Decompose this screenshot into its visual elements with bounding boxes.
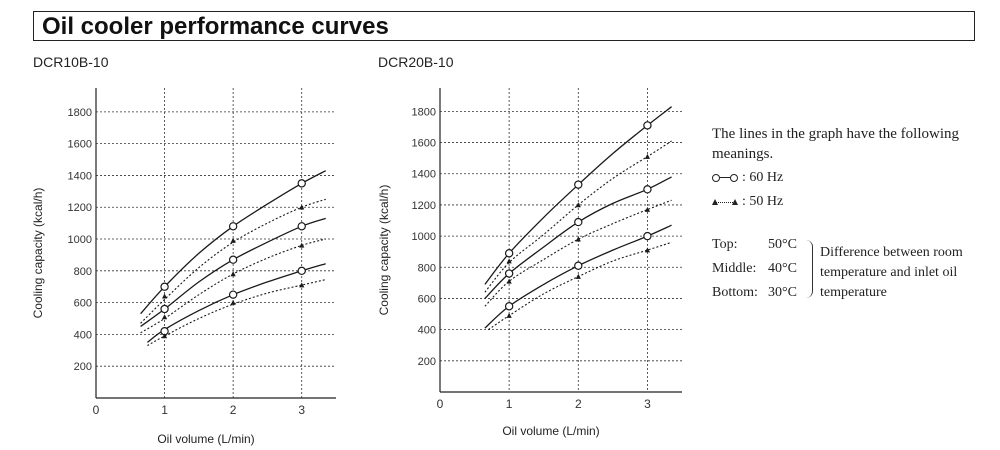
page-title: Oil cooler performance curves <box>42 13 389 40</box>
chart-1-y-axis-label: Cooling capacity (kcal/h) <box>31 188 45 319</box>
chart-2-model-label: DCR20B-10 <box>378 54 454 70</box>
chart-1-point-50hz <box>299 282 305 288</box>
chart-1-point-60hz <box>228 255 238 264</box>
chart-1-y-tick-label: 1200 <box>68 202 92 214</box>
chart-1-point-50hz <box>299 204 305 210</box>
chart-1-x-tick-label: 1 <box>161 403 168 417</box>
chart-2-point-50hz <box>644 247 651 253</box>
chart-2-point-50hz <box>575 202 581 208</box>
chart-2-y-axis-label: Cooling capacity (kcal/h) <box>377 185 391 316</box>
legend-temp-bottom-name: Bottom: <box>712 285 758 300</box>
chart-2-x-tick-label: 0 <box>437 397 444 411</box>
chart-1-x-tick-label: 2 <box>230 403 237 417</box>
legend-temp-bottom: Bottom: 30°C <box>712 285 797 301</box>
chart-1-point-60hz <box>160 304 169 314</box>
chart-1-x-axis-label: Oil volume (L/min) <box>157 432 254 446</box>
chart-2-point-60hz <box>574 180 583 189</box>
chart-2-point-60hz <box>504 302 514 311</box>
chart-1-series-line-50hz <box>147 279 326 346</box>
chart-2-point-50hz <box>506 278 512 284</box>
chart-1-y-tick-label: 1800 <box>68 107 92 119</box>
legend-60hz-line-icon <box>712 173 738 183</box>
chart-2-point-60hz <box>574 261 583 270</box>
legend-temp-bottom-value: 30°C <box>768 285 797 300</box>
chart-2-y-tick-label: 200 <box>418 356 436 368</box>
chart-1-y-tick-label: 1400 <box>68 170 92 182</box>
legend-50hz-label: : 50 Hz <box>742 194 784 209</box>
chart-1-y-tick-label: 600 <box>74 298 92 310</box>
legend-intro: The lines in the graph have the followin… <box>712 126 960 162</box>
chart-1-point-60hz <box>297 179 306 188</box>
chart-1-point-60hz <box>297 266 306 276</box>
chart-1-y-tick-label: 800 <box>74 266 92 278</box>
chart-1-point-60hz <box>228 290 238 299</box>
chart-1-y-tick-label: 400 <box>74 329 92 341</box>
chart-2-y-tick-label: 1600 <box>412 138 436 150</box>
legend-brace <box>806 240 813 298</box>
legend-temp-top-name: Top: <box>712 237 738 252</box>
chart-1-point-50hz <box>230 237 236 243</box>
chart-2-y-tick-label: 600 <box>418 293 436 305</box>
chart-2-x-axis-label: Oil volume (L/min) <box>502 424 599 438</box>
chart-1-point-60hz <box>160 282 169 291</box>
chart-2-point-50hz <box>644 206 651 212</box>
legend-temp-middle-value: 40°C <box>768 261 797 276</box>
legend-50hz: : 50 Hz <box>712 194 783 210</box>
chart-1-point-60hz <box>228 222 238 231</box>
chart-2-point-60hz <box>643 231 652 241</box>
chart-1-y-tick-label: 1600 <box>68 139 92 151</box>
chart-1-point-50hz <box>161 333 168 339</box>
chart-1-point-50hz <box>230 271 236 277</box>
legend-temp-top-value: 50°C <box>768 237 797 252</box>
chart-2-x-tick-label: 1 <box>506 397 513 411</box>
legend-temp-middle: Middle: 40°C <box>712 261 797 277</box>
legend-50hz-line-icon <box>712 197 738 207</box>
chart-1-y-tick-label: 200 <box>74 361 92 373</box>
chart-2-y-tick-label: 1400 <box>412 169 436 181</box>
legend-temperature-note: Difference between room temperature and … <box>820 245 963 300</box>
chart-2-point-50hz <box>644 153 651 159</box>
chart-2-point-50hz <box>506 258 512 264</box>
chart-1-point-60hz <box>297 222 306 231</box>
chart-1-point-50hz <box>161 293 168 299</box>
chart-2-y-tick-label: 400 <box>418 325 436 337</box>
chart-2-y-tick-label: 1000 <box>412 231 436 243</box>
chart-2-point-50hz <box>575 273 581 279</box>
chart-2-point-60hz <box>643 121 652 130</box>
chart-1-point-50hz <box>161 314 168 320</box>
legend-temp-middle-name: Middle: <box>712 261 757 276</box>
chart-2-y-tick-label: 1200 <box>412 200 436 212</box>
chart-2-y-tick-label: 800 <box>418 262 436 274</box>
chart-2-x-tick-label: 3 <box>644 397 651 411</box>
chart-1-model-label: DCR10B-10 <box>33 54 109 70</box>
legend-60hz: : 60 Hz <box>712 170 783 186</box>
chart-1-series-line-60hz <box>147 263 326 343</box>
title-box: Oil cooler performance curves <box>33 11 975 41</box>
chart-2-point-60hz <box>643 185 652 194</box>
chart-2-y-tick-label: 1800 <box>412 106 436 118</box>
chart-1-point-50hz <box>230 299 236 305</box>
chart-1-x-tick-label: 0 <box>93 403 100 417</box>
chart-2-x-tick-label: 2 <box>575 397 582 411</box>
chart-1-y-tick-label: 1000 <box>68 234 92 246</box>
chart-2-point-50hz <box>575 236 581 242</box>
chart-1-x-tick-label: 3 <box>298 403 305 417</box>
chart-2-series-line-50hz <box>488 241 672 331</box>
chart-2-point-50hz <box>506 312 512 318</box>
chart-1-point-50hz <box>299 242 305 248</box>
chart-2-point-60hz <box>504 269 514 278</box>
legend-60hz-label: : 60 Hz <box>742 170 784 185</box>
chart-2-point-60hz <box>504 249 514 258</box>
legend-temp-top: Top: 50°C <box>712 237 797 253</box>
chart-2-point-60hz <box>574 217 583 227</box>
